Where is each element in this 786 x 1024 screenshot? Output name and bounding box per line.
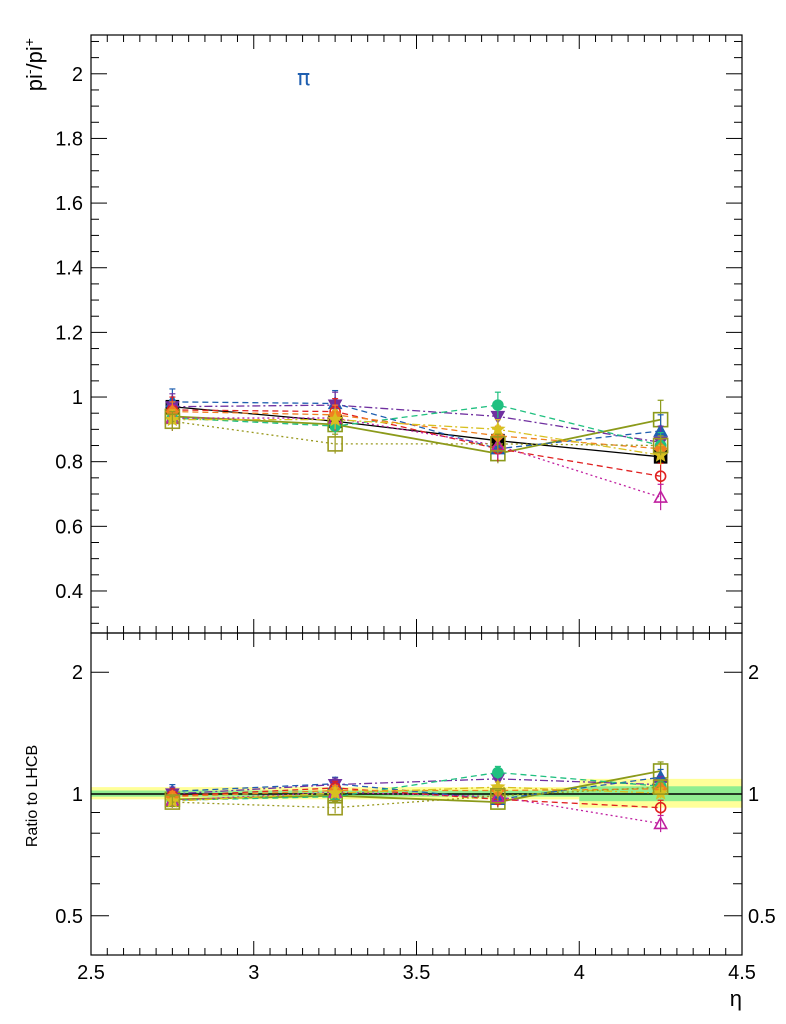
- bottom-y-tick-label-left: 1: [72, 784, 83, 806]
- label-part: pi: [22, 74, 47, 91]
- bottom-data-point: [652, 779, 669, 795]
- bottom-data-point: [653, 815, 668, 830]
- bottom-data-point: [164, 794, 181, 810]
- top-series-8: [164, 409, 669, 465]
- top-series-line-9: [172, 420, 661, 447]
- x-tick-label: 4.5: [728, 962, 756, 984]
- bottom-series-line-5: [172, 791, 661, 825]
- top-data-point: [164, 413, 181, 430]
- top-y-axis-label: pi-/pi+: [21, 38, 47, 91]
- top-series-line-0: [172, 406, 661, 458]
- top-series-9: [164, 410, 669, 456]
- bottom-data-point: [652, 785, 669, 800]
- top-y-tick-label: 1.8: [55, 128, 83, 150]
- x-tick-label: 3.5: [403, 962, 431, 984]
- top-data-point: [327, 411, 343, 427]
- bottom-series-line-4: [172, 787, 661, 809]
- top-plot-frame: [90, 34, 743, 634]
- bottom-data-point: [327, 799, 343, 816]
- bottom-y-tick-label-left: 2: [72, 662, 83, 684]
- top-series-line-6: [172, 417, 661, 498]
- top-data-point: [490, 421, 506, 436]
- label-part: /pi: [22, 46, 47, 69]
- bottom-series-line-7: [172, 786, 661, 802]
- bottom-data-point: [654, 801, 667, 814]
- bottom-series-line-8: [172, 786, 661, 809]
- bottom-data-point: [327, 785, 343, 800]
- bottom-data-point: [492, 766, 504, 779]
- bottom-series-8: [164, 779, 669, 816]
- top-panel: 0.4 0.6 0.8 1 1.2 1.4 1.6 1.8 2: [55, 34, 743, 634]
- top-series-line-3: [172, 404, 661, 443]
- bottom-series-line-1: [172, 776, 661, 801]
- x-tick-label: 4: [574, 962, 585, 984]
- top-series-line-2: [172, 401, 661, 450]
- top-y-tick-label: 1.4: [55, 258, 83, 280]
- top-y-tick-label: 2: [72, 64, 83, 86]
- bottom-y-tick-label-left: 0.5: [55, 906, 83, 928]
- top-series-line-7: [172, 410, 661, 450]
- bottom-series-line-2: [172, 778, 661, 795]
- top-data-point: [492, 399, 504, 411]
- top-y-tick-label: 1.6: [55, 193, 83, 215]
- bottom-series-line-3: [172, 771, 661, 801]
- charge-superscript: +: [21, 38, 37, 46]
- top-data-point: [653, 489, 668, 503]
- charge-superscript: -: [21, 69, 37, 74]
- bottom-y-tick-label-right: 2: [748, 662, 759, 684]
- top-series-line-8: [172, 419, 661, 456]
- top-series-line-5: [172, 409, 661, 477]
- ratio-y-axis-label: Ratio to LHCB: [24, 745, 41, 847]
- top-data-point: [490, 436, 506, 452]
- top-data-point: [327, 436, 343, 452]
- top-series-6: [165, 404, 668, 511]
- top-data-point: [652, 437, 669, 454]
- bottom-data-point: [490, 787, 506, 804]
- top-y-tick-label: 0.6: [55, 516, 83, 538]
- top-y-tick-label: 1.2: [55, 322, 83, 344]
- x-tick-label: 3: [248, 962, 259, 984]
- x-axis-label: η: [730, 986, 742, 1011]
- top-series-line-4: [172, 404, 661, 447]
- bottom-data-point: [490, 789, 506, 803]
- bottom-y-tick-label-right: 0.5: [748, 906, 776, 928]
- pion-annotation: π: [297, 66, 310, 91]
- bottom-panel: 0.5 0.5 1 1 2 2 2.5 3 3.5 4 4.5: [55, 632, 776, 984]
- top-y-tick-label: 0.8: [55, 452, 83, 474]
- top-y-tick-label: 0.4: [55, 581, 83, 603]
- top-data-point: [654, 470, 667, 483]
- top-y-tick-label: 1: [72, 387, 83, 409]
- bottom-y-tick-label-right: 1: [748, 784, 759, 806]
- x-tick-label: 2.5: [77, 962, 105, 984]
- top-series-line-1: [172, 415, 661, 455]
